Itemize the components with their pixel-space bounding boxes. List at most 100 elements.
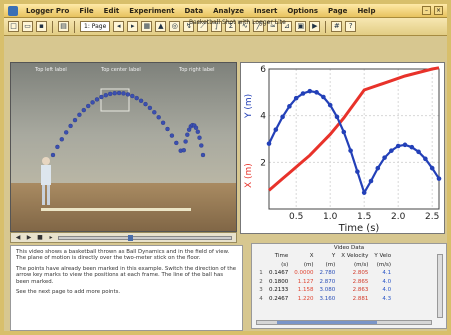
menu-data[interactable]: Data xyxy=(184,6,204,15)
table-icon[interactable]: ▦ xyxy=(141,21,153,32)
step-icon[interactable]: ▸ xyxy=(49,234,53,241)
ball-marker xyxy=(125,92,131,97)
ball-marker xyxy=(193,125,199,131)
new-file-icon[interactable]: □ xyxy=(8,21,19,32)
cell-x-velocity[interactable]: 2.865 xyxy=(352,278,369,285)
play-icon[interactable]: ▶ xyxy=(26,234,32,241)
tangent-line-icon[interactable]: ⊿ xyxy=(281,21,293,32)
curve-fit-icon[interactable]: ∿ xyxy=(239,21,251,32)
x-position-line xyxy=(268,66,440,192)
table-row[interactable]: 2 0.1800 1.127 2.870 2.865 4.0 xyxy=(256,278,394,287)
grid-icon[interactable]: # xyxy=(331,21,343,32)
ball-marker xyxy=(195,129,201,135)
header-y-velocity[interactable]: Y Velo xyxy=(374,253,392,260)
stats-icon[interactable]: Σ xyxy=(225,21,237,32)
help-icon[interactable]: ? xyxy=(345,21,357,32)
table-row[interactable]: 1 0.1467 0.0000 2.780 2.805 4.1 xyxy=(256,269,394,278)
tangent-icon[interactable]: ⟋ xyxy=(197,21,209,32)
menu-help[interactable]: Help xyxy=(357,6,376,15)
graph-pane[interactable]: 0.5 1.0 1.5 2.0 2.5 2 4 6 Time (s) X (m) Y (m) xyxy=(240,62,445,234)
unit-y-velocity: (m/s) xyxy=(376,261,392,268)
cell-time[interactable]: 0.2467 xyxy=(269,295,289,302)
menu-analyze[interactable]: Analyze xyxy=(213,6,245,15)
minimize-icon[interactable]: – xyxy=(422,6,431,15)
row-index: 1 xyxy=(259,270,263,277)
cell-y-velocity[interactable]: 4.0 xyxy=(382,278,392,285)
save-icon[interactable]: ▪ xyxy=(36,21,47,32)
ball-marker xyxy=(174,140,179,146)
header-x[interactable]: X xyxy=(309,253,314,260)
cell-x[interactable]: 0.0000 xyxy=(294,270,314,277)
page-select[interactable]: 1: Page xyxy=(80,21,111,32)
cell-y[interactable]: 2.780 xyxy=(319,270,336,277)
toolbar-divider xyxy=(52,20,53,33)
x-tick-label: 1.0 xyxy=(323,212,338,222)
video-icon[interactable]: ▶ xyxy=(309,21,321,32)
cell-y-velocity[interactable]: 4.1 xyxy=(382,270,392,277)
integral-icon[interactable]: ∫ xyxy=(211,21,223,32)
cell-y-velocity[interactable]: 4.0 xyxy=(382,287,392,294)
ball-marker xyxy=(143,101,148,107)
video-pane[interactable]: Top left label Top center label Top righ… xyxy=(10,62,237,232)
cell-x-velocity[interactable]: 2.863 xyxy=(352,287,369,294)
data-table-pane[interactable]: Video Data Time X Y X Velocity Y Velo (s… xyxy=(251,243,447,329)
next-page-icon[interactable]: ▸ xyxy=(127,21,139,32)
table-scroll-thumb[interactable] xyxy=(277,321,377,324)
meter-stick xyxy=(41,208,191,211)
menu-edit[interactable]: Edit xyxy=(103,6,120,15)
stop-icon[interactable]: ■ xyxy=(37,234,43,241)
row-index: 3 xyxy=(259,287,263,294)
cell-y[interactable]: 3.080 xyxy=(319,287,336,294)
rewind-icon[interactable]: ◀ xyxy=(15,234,21,241)
prev-page-icon[interactable]: ◂ xyxy=(113,21,125,32)
table-vertical-scrollbar[interactable] xyxy=(437,254,443,318)
table-row[interactable]: 3 0.2133 1.158 3.080 2.863 4.0 xyxy=(256,286,394,295)
camera-icon[interactable]: ▣ xyxy=(295,21,307,32)
cell-time[interactable]: 0.2133 xyxy=(269,287,289,294)
ball-marker xyxy=(85,103,91,109)
y-tick-label: 4 xyxy=(260,112,266,122)
menu-bar: Logger Pro File Edit Experiment Data Ana… xyxy=(4,4,447,18)
menu-options[interactable]: Options xyxy=(287,6,318,15)
linear-fit-icon[interactable]: ╱ xyxy=(253,21,265,32)
cell-time[interactable]: 0.1467 xyxy=(269,270,289,277)
video-scrubber-thumb[interactable] xyxy=(127,234,133,241)
table-horizontal-scrollbar[interactable] xyxy=(256,320,432,325)
menu-app-name[interactable]: Logger Pro xyxy=(26,6,70,15)
video-scrubber[interactable] xyxy=(58,234,232,241)
cell-y-velocity[interactable]: 4.3 xyxy=(382,295,392,302)
cell-x[interactable]: 1.127 xyxy=(297,278,314,285)
cell-y[interactable]: 3.160 xyxy=(319,295,336,302)
ball-marker xyxy=(183,139,188,144)
print-icon[interactable]: ▤ xyxy=(58,21,69,32)
cell-x[interactable]: 1.220 xyxy=(297,295,314,302)
examine-icon[interactable]: ↯ xyxy=(183,21,195,32)
ball-marker xyxy=(200,152,206,158)
close-icon[interactable]: × xyxy=(434,6,443,15)
ball-marker xyxy=(99,94,104,100)
header-time[interactable]: Time xyxy=(274,253,289,260)
graph-icon[interactable]: ▲ xyxy=(155,21,167,32)
table-row[interactable]: 4 0.2467 1.220 3.160 2.881 4.3 xyxy=(256,295,394,304)
open-folder-icon[interactable]: ▭ xyxy=(22,21,33,32)
menu-file[interactable]: File xyxy=(79,6,94,15)
header-x-velocity[interactable]: X Velocity xyxy=(341,253,369,260)
position-graph[interactable]: 0.5 1.0 1.5 2.0 2.5 2 4 6 Time (s) X (m) Y (m) xyxy=(241,63,446,235)
menu-insert[interactable]: Insert xyxy=(254,6,278,15)
row-index-header xyxy=(256,252,266,261)
cell-x-velocity[interactable]: 2.805 xyxy=(352,270,369,277)
zoom-icon[interactable]: ◎ xyxy=(169,21,181,32)
menu-page[interactable]: Page xyxy=(328,6,348,15)
model-icon[interactable]: ≈ xyxy=(267,21,279,32)
row-index: 4 xyxy=(259,295,263,302)
ball-marker xyxy=(107,91,113,97)
cell-time[interactable]: 0.1800 xyxy=(269,278,289,285)
cell-x[interactable]: 1.158 xyxy=(297,287,314,294)
ball-marker xyxy=(130,93,135,99)
menu-experiment[interactable]: Experiment xyxy=(129,6,175,15)
cell-y[interactable]: 2.870 xyxy=(319,278,336,285)
cell-x-velocity[interactable]: 2.881 xyxy=(352,295,369,302)
video-overlay xyxy=(41,88,206,211)
ball-marker xyxy=(55,144,60,150)
header-y[interactable]: Y xyxy=(331,253,336,260)
